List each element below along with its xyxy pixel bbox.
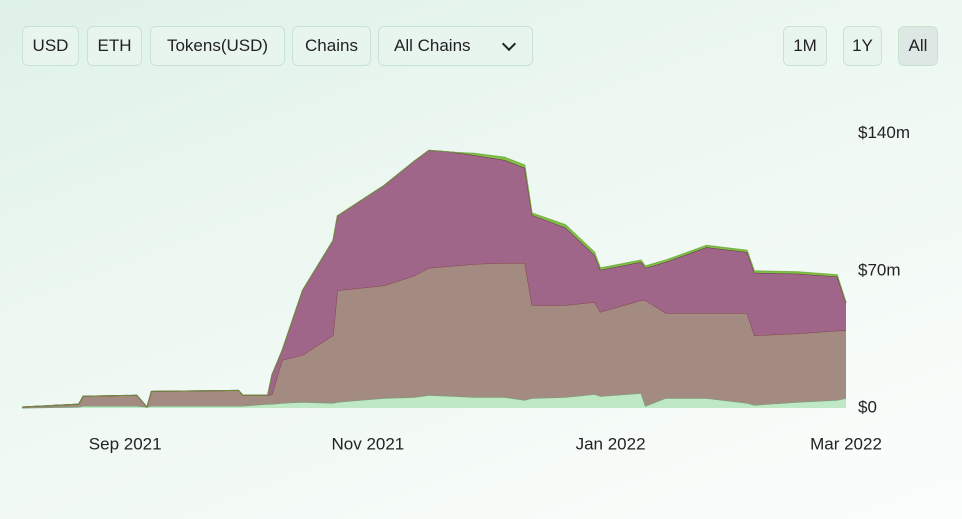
button[interactable]: All xyxy=(898,26,938,66)
button[interactable]: ETH xyxy=(87,26,142,66)
x-tick-label: Nov 2021 xyxy=(331,434,404,453)
button[interactable]: Tokens(USD) xyxy=(150,26,285,66)
y-tick-label: $70m xyxy=(858,260,901,279)
x-tick-label: Jan 2022 xyxy=(576,434,646,453)
button[interactable]: USD xyxy=(22,26,79,66)
area xyxy=(22,393,846,408)
button[interactable]: All Chains xyxy=(378,26,533,66)
area-edge xyxy=(21,149,847,409)
button[interactable]: 1Y xyxy=(843,26,882,66)
button[interactable]: 1M xyxy=(783,26,827,66)
area xyxy=(22,150,846,408)
area xyxy=(22,262,846,408)
x-tick-label: Sep 2021 xyxy=(89,434,162,453)
x-tick-label: Mar 2022 xyxy=(810,434,882,453)
y-tick-label: $140m xyxy=(858,123,910,142)
button[interactable]: Chains xyxy=(292,26,371,66)
y-tick-label: $0 xyxy=(858,397,877,416)
